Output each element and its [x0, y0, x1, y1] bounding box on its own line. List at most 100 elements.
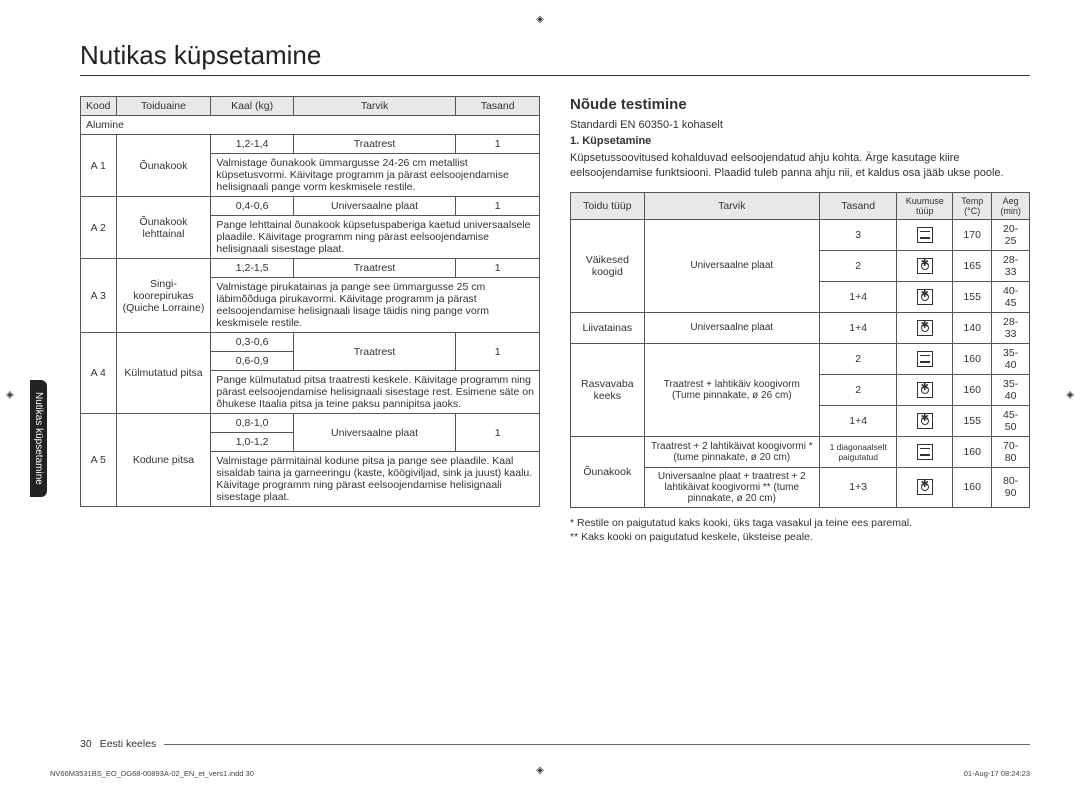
temp-cell: 155 — [953, 405, 992, 436]
note-cell: Valmistage pirukatainas ja pange see ümm… — [211, 278, 540, 333]
time-cell: 70-80 — [992, 436, 1030, 467]
weight-cell: 0,8-1,0 — [211, 414, 293, 433]
heat-fan-icon — [917, 258, 933, 274]
food-cell: Külmutatud pitsa — [116, 333, 211, 414]
th2-heat: Kuumuse tüüp — [897, 192, 953, 219]
note-cell: Pange külmutatud pitsa traatresti keskel… — [211, 371, 540, 414]
temp-cell: 140 — [953, 312, 992, 343]
lvl-cell: 1+4 — [819, 312, 896, 343]
lvl-cell: 1+3 — [819, 467, 896, 507]
subsection-title: 1. Küpsetamine — [570, 135, 1030, 147]
cooking-codes-table: Kood Toiduaine Kaal (kg) Tarvik Tasand A… — [80, 96, 540, 507]
heat-fan-icon — [917, 320, 933, 336]
temp-cell: 165 — [953, 250, 992, 281]
lvl-cell: 2 — [819, 343, 896, 374]
footnote-1: * Restile on paigutatud kaks kooki, üks … — [570, 516, 1030, 531]
food-cell: Väikesed koogid — [571, 219, 645, 312]
test-dishes-table: Toidu tüüp Tarvik Tasand Kuumuse tüüp Te… — [570, 192, 1030, 508]
lvl-cell: 3 — [819, 219, 896, 250]
food-cell: Õunakook — [571, 436, 645, 507]
th-toiduaine: Toiduaine — [116, 97, 211, 116]
temp-cell: 160 — [953, 436, 992, 467]
std-line: Standardi EN 60350-1 kohaselt — [570, 119, 1030, 131]
time-cell: 20-25 — [992, 219, 1030, 250]
acc-cell: Universaalne plaat — [644, 219, 819, 312]
food-cell: Liivatainas — [571, 312, 645, 343]
footnote-2: ** Kaks kooki on paigutatud keskele, üks… — [570, 530, 1030, 545]
lvl-cell: 1+4 — [819, 405, 896, 436]
page-footer: 30 Eesti keeles — [80, 738, 1030, 750]
heat-cell — [897, 436, 953, 467]
subheader-alumine: Alumine — [81, 116, 540, 135]
acc-cell: Universaalne plaat — [644, 312, 819, 343]
heat-cell — [897, 343, 953, 374]
weight-cell: 1,2-1,5 — [211, 259, 293, 278]
heat-cell — [897, 281, 953, 312]
heat-bars-icon — [917, 227, 933, 243]
fineprint-left: NV66M3531BS_EO_DG68-00893A-02_EN_et_vers… — [50, 769, 254, 778]
page-title: Nutikas küpsetamine — [80, 40, 1030, 76]
code-cell: A 2 — [81, 197, 117, 259]
footer-rule — [164, 744, 1030, 745]
note-cell: Valmistage õunakook ümmargusse 24-26 cm … — [211, 154, 540, 197]
weight-cell: 0,4-0,6 — [211, 197, 293, 216]
th2-acc: Tarvik — [644, 192, 819, 219]
temp-cell: 160 — [953, 374, 992, 405]
code-cell: A 1 — [81, 135, 117, 197]
heat-cell — [897, 250, 953, 281]
lvl-cell: 1 — [456, 135, 540, 154]
footer-lang: Eesti keeles — [100, 738, 157, 750]
lvl-cell: 1 — [456, 414, 540, 452]
heat-bars-icon — [917, 351, 933, 367]
weight-cell: 0,6-0,9 — [211, 352, 293, 371]
code-cell: A 5 — [81, 414, 117, 507]
temp-cell: 155 — [953, 281, 992, 312]
th2-food: Toidu tüüp — [571, 192, 645, 219]
acc-cell: Traatrest — [293, 135, 456, 154]
heat-fan-icon — [917, 479, 933, 495]
time-cell: 40-45 — [992, 281, 1030, 312]
acc-cell: Traatrest — [293, 259, 456, 278]
lvl-cell: 2 — [819, 374, 896, 405]
heat-cell — [897, 219, 953, 250]
heat-fan-icon — [917, 413, 933, 429]
fineprint-right: 01-Aug-17 08:24:23 — [964, 769, 1030, 778]
lvl-cell: 1 — [456, 333, 540, 371]
time-cell: 35-40 — [992, 343, 1030, 374]
time-cell: 45-50 — [992, 405, 1030, 436]
th-kaal: Kaal (kg) — [211, 97, 293, 116]
time-cell: 28-33 — [992, 312, 1030, 343]
lvl-cell: 1 — [456, 197, 540, 216]
food-cell: Rasvavaba keeks — [571, 343, 645, 436]
acc-cell: Traatrest + 2 lahtikäivat koogivormi * (… — [644, 436, 819, 467]
food-cell: Õunakook lehttainal — [116, 197, 211, 259]
heat-fan-icon — [917, 289, 933, 305]
th-kood: Kood — [81, 97, 117, 116]
note-cell: Pange lehttainal õunakook küpsetuspaberi… — [211, 216, 540, 259]
acc-cell: Universaalne plaat + traatrest + 2 lahti… — [644, 467, 819, 507]
temp-cell: 170 — [953, 219, 992, 250]
th-tasand: Tasand — [456, 97, 540, 116]
note-cell: Valmistage pärmitainal kodune pitsa ja p… — [211, 452, 540, 507]
heat-cell — [897, 405, 953, 436]
heat-cell — [897, 374, 953, 405]
temp-cell: 160 — [953, 343, 992, 374]
right-column: Nõude testimine Standardi EN 60350-1 koh… — [570, 96, 1030, 545]
th2-temp: Temp (°C) — [953, 192, 992, 219]
food-cell: Singi-koorepirukas (Quiche Lorraine) — [116, 259, 211, 333]
acc-cell: Traatrest — [293, 333, 456, 371]
time-cell: 28-33 — [992, 250, 1030, 281]
food-cell: Kodune pitsa — [116, 414, 211, 507]
th2-lvl: Tasand — [819, 192, 896, 219]
weight-cell: 0,3-0,6 — [211, 333, 293, 352]
code-cell: A 4 — [81, 333, 117, 414]
acc-cell: Universaalne plaat — [293, 414, 456, 452]
left-column: Kood Toiduaine Kaal (kg) Tarvik Tasand A… — [80, 96, 540, 545]
code-cell: A 3 — [81, 259, 117, 333]
heat-bars-icon — [917, 444, 933, 460]
heat-cell — [897, 312, 953, 343]
lvl-cell: 1+4 — [819, 281, 896, 312]
acc-cell: Universaalne plaat — [293, 197, 456, 216]
th-tarvik: Tarvik — [293, 97, 456, 116]
weight-cell: 1,0-1,2 — [211, 433, 293, 452]
